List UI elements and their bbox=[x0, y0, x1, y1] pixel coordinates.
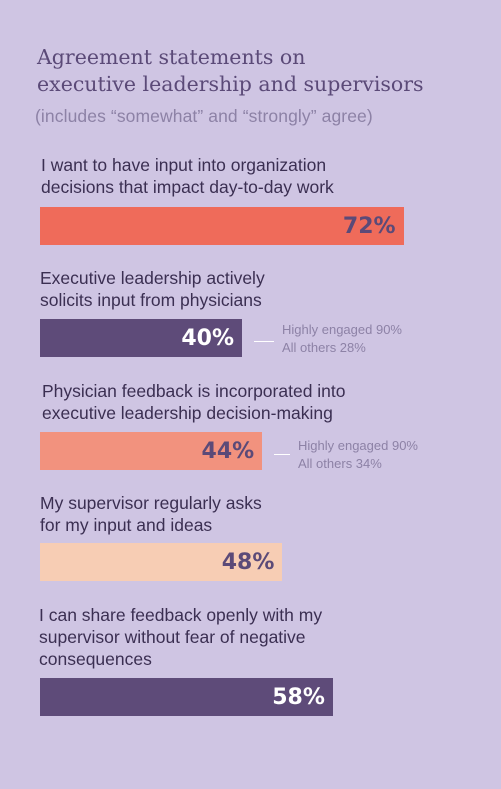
note-line: All others 28% bbox=[282, 340, 366, 355]
engagement-note: Highly engaged 90% All others 28% bbox=[282, 321, 402, 357]
bar-value-label: 58% bbox=[272, 685, 325, 710]
chart-title: Agreement statements on executive leader… bbox=[37, 44, 477, 98]
statement-line: I can share feedback openly with my bbox=[39, 605, 323, 625]
leader-line bbox=[274, 454, 290, 455]
chart-subtitle: (includes “somewhat” and “strongly” agre… bbox=[35, 106, 373, 126]
bar: 44% bbox=[40, 432, 263, 470]
bar: 58% bbox=[40, 678, 333, 716]
statement-label: I can share feedback openly with my super… bbox=[39, 604, 439, 670]
statement-label: I want to have input into organization de… bbox=[41, 154, 441, 198]
statement-line: solicits input from physicians bbox=[40, 290, 262, 310]
leader-line bbox=[254, 341, 274, 342]
engagement-note: Highly engaged 90% All others 34% bbox=[298, 437, 418, 473]
statement-label: Executive leadership actively solicits in… bbox=[40, 267, 440, 311]
note-line: Highly engaged 90% bbox=[298, 438, 418, 453]
statement-line: executive leadership decision-making bbox=[42, 403, 333, 423]
note-line: Highly engaged 90% bbox=[282, 322, 402, 337]
chart-title-line-2: executive leadership and supervisors bbox=[37, 72, 424, 96]
bar-value-label: 44% bbox=[201, 439, 255, 464]
bar: 72% bbox=[40, 207, 404, 245]
statement-line: Physician feedback is incorporated into bbox=[42, 381, 346, 401]
statement-line: supervisor without fear of negative bbox=[39, 627, 306, 647]
bar-value-label: 48% bbox=[221, 550, 275, 575]
statement-label: My supervisor regularly asks for my input… bbox=[40, 492, 440, 536]
statement-line: consequences bbox=[39, 649, 152, 669]
bar-value-label: 72% bbox=[342, 214, 396, 239]
note-line: All others 34% bbox=[298, 456, 382, 471]
statement-line: Executive leadership actively bbox=[40, 268, 265, 288]
statement-line: for my input and ideas bbox=[40, 515, 213, 535]
bar: 48% bbox=[40, 543, 283, 581]
bar-value-label: 40% bbox=[181, 326, 234, 351]
statement-line: decisions that impact day-to-day work bbox=[41, 177, 334, 197]
statement-line: I want to have input into organization bbox=[41, 155, 327, 175]
chart-title-line-1: Agreement statements on bbox=[37, 45, 306, 69]
statement-label: Physician feedback is incorporated into e… bbox=[42, 380, 442, 424]
bar: 40% bbox=[40, 319, 242, 357]
statement-line: My supervisor regularly asks bbox=[40, 493, 262, 513]
